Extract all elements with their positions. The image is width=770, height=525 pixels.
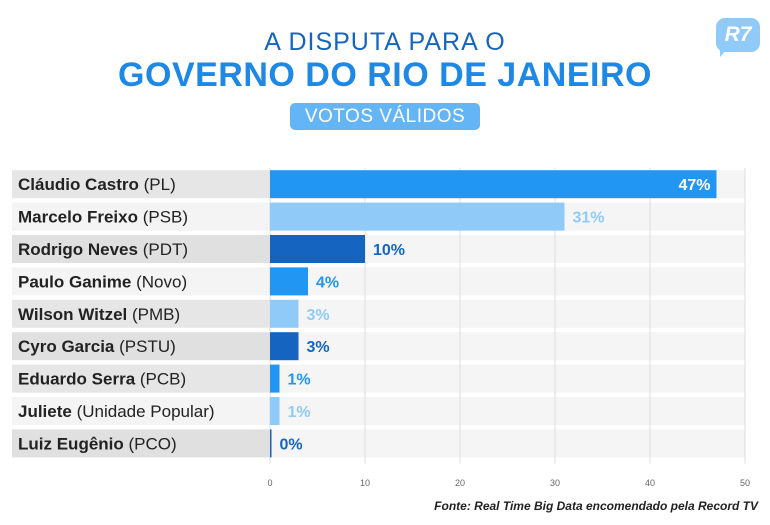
logo-speech-tail <box>720 48 728 57</box>
value-label: 4% <box>316 274 339 291</box>
title-line-1: A DISPUTA PARA O <box>264 28 506 56</box>
chart-title: GOVERNO DO RIO DE JANEIRO <box>118 56 652 94</box>
bar <box>270 267 308 296</box>
row-label-background <box>12 332 270 361</box>
subtitle-badge: VOTOS VÁLIDOS <box>290 103 480 130</box>
bar <box>270 397 280 425</box>
value-label: 3% <box>307 307 330 324</box>
bar <box>270 235 365 263</box>
category-label: Juliete (Unidade Popular) <box>18 402 215 421</box>
row-plot-background <box>270 397 745 425</box>
value-label: 0% <box>280 436 303 453</box>
row-label-background <box>12 170 270 199</box>
category-label: Luiz Eugênio (PCO) <box>18 434 177 453</box>
row-label-background <box>12 397 270 425</box>
bar <box>270 170 717 199</box>
bar <box>270 202 565 231</box>
bar <box>270 332 299 361</box>
value-label: 47% <box>678 177 710 194</box>
value-label: 1% <box>288 372 311 389</box>
source-note: Fonte: Real Time Big Data encomendado pe… <box>434 499 758 513</box>
category-label: Wilson Witzel (PMB) <box>18 305 180 324</box>
category-label: Rodrigo Neves (PDT) <box>18 240 188 259</box>
x-tick-label: 30 <box>550 478 560 488</box>
category-label: Cláudio Castro (PL) <box>18 175 176 194</box>
value-label: 10% <box>373 242 405 259</box>
category-label: Cyro Garcia (PSTU) <box>18 337 176 356</box>
row-label-background <box>12 235 270 263</box>
bar <box>270 299 299 328</box>
bar <box>270 429 272 458</box>
value-label: 31% <box>573 210 605 227</box>
row-plot-background <box>270 429 745 458</box>
r7-logo: R7 <box>716 18 760 52</box>
value-label: 3% <box>307 339 330 356</box>
row-label-background <box>12 364 270 393</box>
category-label: Eduardo Serra (PCB) <box>18 370 186 389</box>
row-label-background <box>12 202 270 231</box>
category-label: Marcelo Freixo (PSB) <box>18 208 188 227</box>
row-label-background <box>12 267 270 296</box>
row-plot-background <box>270 267 745 296</box>
value-label: 1% <box>288 404 311 421</box>
row-plot-background <box>270 332 745 361</box>
x-tick-label: 40 <box>645 478 655 488</box>
category-label: Paulo Ganime (Novo) <box>18 272 187 291</box>
bar <box>270 364 280 393</box>
x-tick-label: 50 <box>740 478 750 488</box>
x-tick-label: 0 <box>267 478 272 488</box>
row-label-background <box>12 299 270 328</box>
row-plot-background <box>270 299 745 328</box>
row-label-background <box>12 429 270 458</box>
row-plot-background <box>270 364 745 393</box>
x-tick-label: 10 <box>360 478 370 488</box>
x-tick-label: 20 <box>455 478 465 488</box>
